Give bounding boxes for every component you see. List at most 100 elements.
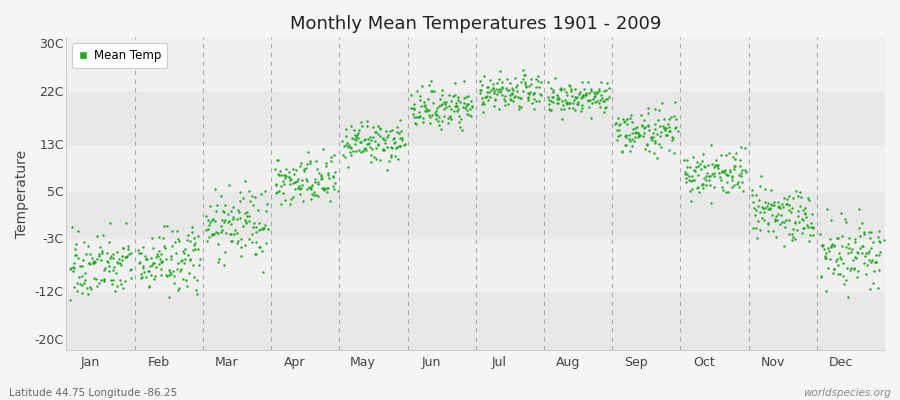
Point bbox=[824, 217, 839, 223]
Point bbox=[240, 213, 255, 219]
Point bbox=[568, 107, 582, 113]
Point bbox=[308, 175, 322, 182]
Point bbox=[146, 260, 160, 266]
Point bbox=[613, 131, 627, 138]
Point bbox=[160, 272, 175, 279]
Point bbox=[256, 226, 270, 232]
Point bbox=[492, 86, 507, 92]
Point bbox=[412, 114, 427, 120]
Point bbox=[240, 209, 255, 215]
Point bbox=[146, 245, 160, 252]
Point bbox=[633, 132, 647, 138]
Point bbox=[110, 283, 124, 290]
Point bbox=[234, 236, 248, 242]
Point bbox=[289, 167, 303, 174]
Point bbox=[316, 146, 330, 152]
Point bbox=[88, 275, 103, 282]
Point bbox=[780, 196, 795, 202]
Point bbox=[86, 258, 101, 264]
Point bbox=[853, 245, 868, 251]
Point bbox=[310, 179, 325, 185]
Point bbox=[214, 217, 229, 223]
Point bbox=[745, 225, 760, 231]
Point bbox=[631, 134, 645, 140]
Point bbox=[231, 208, 246, 215]
Point bbox=[621, 136, 635, 142]
Point bbox=[155, 257, 169, 264]
Point bbox=[617, 141, 632, 148]
Point bbox=[610, 115, 625, 122]
Point bbox=[680, 157, 694, 164]
Point bbox=[450, 103, 464, 109]
Point bbox=[544, 98, 558, 104]
Point bbox=[302, 149, 316, 155]
Point bbox=[442, 92, 456, 98]
Point bbox=[623, 147, 637, 154]
Point bbox=[668, 99, 682, 106]
Point bbox=[241, 218, 256, 224]
Point bbox=[205, 230, 220, 237]
Point bbox=[542, 106, 556, 112]
Point bbox=[164, 271, 178, 278]
Point bbox=[90, 233, 104, 239]
Point bbox=[659, 125, 673, 131]
Point bbox=[546, 94, 561, 100]
Point bbox=[593, 104, 608, 110]
Point bbox=[503, 96, 517, 102]
Point bbox=[521, 91, 535, 97]
Point bbox=[137, 269, 151, 276]
Point bbox=[582, 90, 597, 96]
Point bbox=[618, 134, 633, 140]
Point bbox=[646, 130, 661, 136]
Point bbox=[797, 211, 812, 217]
Point bbox=[79, 284, 94, 291]
Point bbox=[259, 240, 274, 246]
Point bbox=[587, 89, 601, 96]
Point bbox=[300, 160, 314, 167]
Point bbox=[768, 199, 782, 206]
Point bbox=[100, 249, 114, 256]
Point bbox=[574, 79, 589, 85]
Point bbox=[518, 80, 532, 87]
Point bbox=[587, 94, 601, 100]
Point bbox=[565, 93, 580, 99]
Point bbox=[625, 119, 639, 126]
Point bbox=[806, 225, 820, 231]
Point bbox=[73, 281, 87, 287]
Point bbox=[553, 96, 567, 102]
Point bbox=[557, 85, 572, 92]
Point bbox=[679, 179, 693, 185]
Point bbox=[248, 239, 263, 245]
Point bbox=[749, 206, 763, 213]
Point bbox=[641, 110, 655, 116]
Point bbox=[316, 186, 330, 192]
Point bbox=[314, 172, 328, 178]
Point bbox=[272, 188, 286, 194]
Point bbox=[148, 254, 163, 260]
Point bbox=[338, 154, 352, 160]
Point bbox=[134, 271, 148, 278]
Point bbox=[367, 154, 382, 160]
Point bbox=[770, 217, 784, 223]
Point bbox=[698, 163, 712, 170]
Point bbox=[238, 210, 252, 216]
Point bbox=[77, 279, 92, 286]
Point bbox=[602, 94, 616, 100]
Point bbox=[494, 87, 508, 94]
Point bbox=[858, 231, 872, 237]
Point bbox=[698, 174, 712, 181]
Point bbox=[521, 93, 535, 100]
Legend: Mean Temp: Mean Temp bbox=[72, 43, 166, 68]
Point bbox=[689, 164, 704, 170]
Point bbox=[183, 238, 197, 244]
Point bbox=[863, 235, 878, 241]
Point bbox=[694, 166, 708, 173]
Point bbox=[347, 132, 362, 138]
Point bbox=[234, 253, 248, 260]
Point bbox=[644, 137, 659, 143]
Point bbox=[443, 114, 457, 121]
Point bbox=[546, 99, 561, 105]
Point bbox=[139, 256, 153, 262]
Point bbox=[532, 97, 546, 104]
Point bbox=[753, 183, 768, 189]
